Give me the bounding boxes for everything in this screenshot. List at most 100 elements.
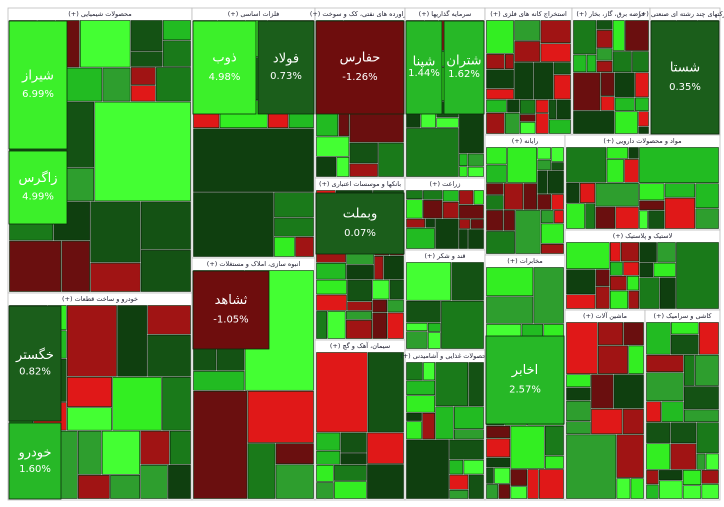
filler-tile xyxy=(101,430,140,475)
stock-name: شتران xyxy=(446,54,481,69)
filler-tile xyxy=(628,147,639,159)
sector-title: لاستیک و پلاستیک (+) xyxy=(613,232,673,240)
filler-tile xyxy=(67,305,117,377)
filler-tile xyxy=(507,147,537,183)
filler-tile xyxy=(316,352,368,433)
filler-tile xyxy=(486,210,504,231)
filler-tile xyxy=(623,322,644,346)
filler-tile xyxy=(156,67,191,102)
filler-tile xyxy=(117,305,147,377)
stock-change: 1.44% xyxy=(408,68,440,79)
filler-tile xyxy=(140,201,191,250)
sector-title: محصولات شیمیایی (+) xyxy=(68,10,131,18)
filler-tile xyxy=(316,464,334,482)
stock-tile xyxy=(315,20,405,115)
filler-tile xyxy=(193,192,274,257)
stock-change: 0.35% xyxy=(669,82,701,93)
filler-tile xyxy=(67,407,112,431)
filler-tile xyxy=(423,200,443,219)
filler-tile xyxy=(338,111,350,137)
sector-title: سیمان، آهک و گچ (+) xyxy=(330,341,390,350)
stock-change: 1.60% xyxy=(19,464,51,475)
filler-tile xyxy=(600,72,615,96)
filler-tile xyxy=(441,300,484,349)
stock-name: شستا xyxy=(670,60,700,75)
filler-tile xyxy=(598,322,624,346)
filler-tile xyxy=(486,438,511,458)
filler-tile xyxy=(459,229,468,249)
filler-tile xyxy=(624,159,639,183)
filler-tile xyxy=(591,408,623,435)
filler-tile xyxy=(527,469,539,499)
filler-tile xyxy=(646,401,661,422)
filler-tile xyxy=(316,263,346,280)
filler-tile xyxy=(510,469,528,486)
filler-tile xyxy=(193,128,314,192)
filler-tile xyxy=(247,443,276,499)
filler-tile xyxy=(635,97,649,111)
filler-tile xyxy=(486,457,511,468)
filler-tile xyxy=(596,30,613,48)
filler-tile xyxy=(316,294,347,311)
filler-tile xyxy=(486,267,534,297)
filler-tile xyxy=(486,183,504,195)
filler-tile xyxy=(162,376,191,431)
filler-tile xyxy=(566,182,580,203)
filler-tile xyxy=(406,362,423,381)
filler-tile xyxy=(614,72,635,98)
filler-tile xyxy=(486,99,507,113)
filler-tile xyxy=(406,412,422,421)
filler-tile xyxy=(345,320,372,339)
filler-tile xyxy=(459,219,471,229)
filler-tile xyxy=(612,20,625,51)
filler-tile xyxy=(695,183,719,209)
filler-tile xyxy=(498,484,511,499)
filler-tile xyxy=(406,421,422,440)
filler-tile xyxy=(630,478,644,499)
filler-tile xyxy=(316,311,328,339)
filler-tile xyxy=(591,374,614,409)
stock-change: 0.07% xyxy=(344,228,376,239)
filler-tile xyxy=(486,164,507,183)
filler-tile xyxy=(701,484,719,499)
filler-tile xyxy=(613,374,644,409)
sector-title: رایانه (+) xyxy=(512,137,539,145)
filler-tile xyxy=(9,240,62,292)
filler-tile xyxy=(606,147,629,159)
sector-title: شرکتهای چند رشته ای صنعتی (+) xyxy=(638,10,724,18)
filler-tile xyxy=(349,163,378,177)
filler-tile xyxy=(387,312,404,339)
stock-change: 1.62% xyxy=(448,69,480,80)
filler-tile xyxy=(622,408,644,435)
filler-tile xyxy=(147,305,191,335)
filler-tile xyxy=(503,183,524,210)
stock-tile xyxy=(405,20,443,115)
stock-tile xyxy=(8,422,62,500)
filler-tile xyxy=(537,194,552,210)
filler-tile xyxy=(147,334,191,377)
filler-tile xyxy=(275,464,314,499)
filler-tile xyxy=(661,401,684,422)
filler-tile xyxy=(657,242,676,263)
sector-title: قند و شکر (+) xyxy=(425,252,466,260)
filler-tile xyxy=(193,371,245,391)
sector-title: بانکها و موسسات اعتباری (+) xyxy=(319,180,401,188)
stock-name: وبملت xyxy=(343,206,377,221)
filler-tile xyxy=(486,484,499,499)
filler-tile xyxy=(389,279,404,300)
filler-tile xyxy=(140,250,191,292)
filler-tile xyxy=(549,119,571,134)
filler-tile xyxy=(453,429,484,440)
filler-tile xyxy=(468,229,484,249)
stock-name: اخابر xyxy=(511,363,538,378)
stock-change: 6.99% xyxy=(22,89,54,100)
filler-tile xyxy=(486,296,534,324)
stock-name: حفارس xyxy=(340,50,381,65)
stock-tile xyxy=(443,20,485,115)
filler-tile xyxy=(539,469,564,499)
filler-tile xyxy=(683,354,695,386)
stock-change: -1.26% xyxy=(342,72,377,83)
filler-tile xyxy=(696,422,719,454)
filler-tile xyxy=(349,142,378,164)
